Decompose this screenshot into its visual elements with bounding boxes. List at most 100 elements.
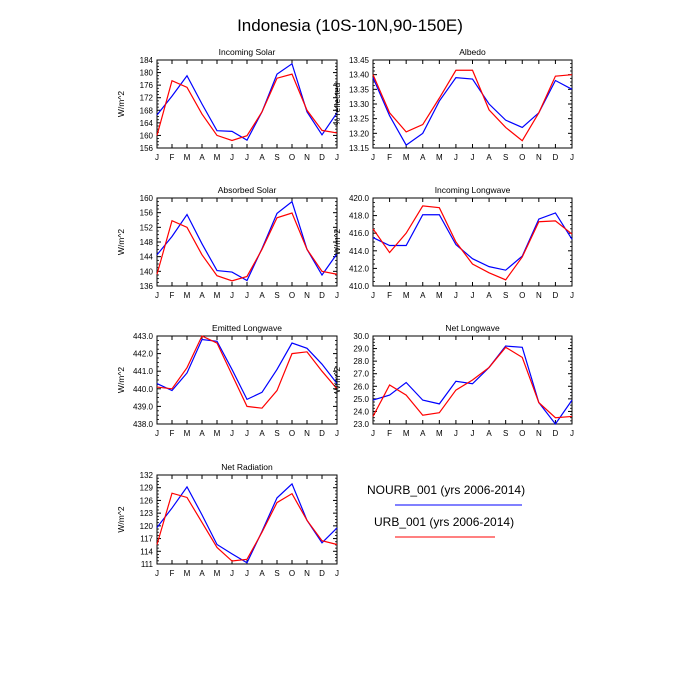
y-tick-label: 410.0 (349, 282, 370, 291)
x-tick-label: J (454, 429, 458, 438)
x-tick-label: J (454, 153, 458, 162)
y-axis-label: W/m^2 (116, 229, 126, 255)
y-tick-label: 164 (140, 119, 154, 128)
series-line-urb (372, 346, 573, 419)
series-line-nourb (372, 76, 573, 146)
x-tick-label: F (170, 291, 175, 300)
x-tick-label: S (503, 153, 508, 162)
x-tick-label: D (553, 291, 559, 300)
y-tick-label: 126 (140, 496, 154, 505)
series-line-nourb (372, 212, 573, 271)
y-tick-label: 172 (140, 94, 154, 103)
x-tick-label: D (319, 429, 325, 438)
x-tick-label: O (519, 429, 525, 438)
y-tick-label: 129 (140, 484, 154, 493)
x-tick-label: J (471, 291, 475, 300)
x-tick-label: J (335, 569, 339, 578)
x-tick-label: M (214, 153, 221, 162)
x-tick-label: N (304, 153, 310, 162)
x-tick-label: A (199, 153, 205, 162)
x-tick-label: J (371, 429, 375, 438)
x-tick-label: M (184, 569, 191, 578)
x-tick-label: D (319, 153, 325, 162)
y-tick-label: 120 (140, 522, 154, 531)
x-tick-label: M (214, 569, 221, 578)
y-tick-label: 420.0 (349, 194, 370, 203)
x-tick-label: M (184, 429, 191, 438)
x-tick-label: S (274, 153, 279, 162)
y-tick-label: 27.0 (353, 370, 369, 379)
panel-title: Net Longwave (445, 323, 500, 333)
x-tick-label: M (403, 429, 410, 438)
y-tick-label: 439.0 (133, 402, 154, 411)
x-tick-label: J (155, 429, 159, 438)
y-tick-label: 13.35 (349, 85, 370, 94)
plot-frame (372, 197, 573, 287)
y-tick-label: 152 (140, 223, 154, 232)
y-tick-label: 117 (140, 535, 153, 544)
x-tick-label: D (553, 429, 559, 438)
x-tick-label: J (245, 291, 249, 300)
x-tick-label: N (536, 153, 542, 162)
x-tick-label: J (471, 153, 475, 162)
x-tick-label: A (259, 153, 265, 162)
x-tick-label: A (199, 569, 205, 578)
y-tick-label: 24.0 (353, 407, 369, 416)
x-tick-label: A (486, 429, 492, 438)
panel-title: Emitted Longwave (212, 323, 282, 333)
panel-incoming-solar: Incoming Solar W/m^2 156 160 164 168 172 176 180… (116, 47, 339, 162)
x-tick-label: M (214, 429, 221, 438)
x-tick-label: J (570, 291, 574, 300)
x-tick-label: J (454, 291, 458, 300)
x-tick-label: A (199, 291, 205, 300)
y-tick-label: 123 (140, 509, 154, 518)
x-tick-label: F (387, 291, 392, 300)
x-tick-label: O (289, 291, 295, 300)
x-tick-label: N (536, 429, 542, 438)
y-tick-label: 443.0 (133, 332, 154, 341)
x-tick-label: J (245, 569, 249, 578)
series-line-urb (156, 335, 338, 409)
x-tick-label: J (245, 429, 249, 438)
x-tick-label: J (371, 153, 375, 162)
series-line-urb (372, 69, 573, 142)
x-tick-label: D (319, 291, 325, 300)
x-tick-label: M (436, 291, 443, 300)
y-tick-label: 13.30 (349, 100, 370, 109)
y-axis-label: W/m^2 (332, 367, 342, 393)
x-tick-label: S (503, 291, 508, 300)
x-tick-label: A (420, 429, 426, 438)
x-tick-label: J (335, 153, 339, 162)
x-tick-label: A (259, 569, 265, 578)
y-tick-label: 13.45 (349, 56, 370, 65)
panel-emitted-longwave: Emitted Longwave W/m^2 438.0 439.0 440.0 441.… (116, 323, 339, 438)
y-axis-label: W/m^2 (116, 91, 126, 117)
y-tick-label: 13.25 (349, 115, 370, 124)
x-tick-label: M (436, 153, 443, 162)
y-tick-label: 140 (140, 267, 154, 276)
x-tick-label: J (371, 291, 375, 300)
y-tick-label: 148 (140, 238, 154, 247)
legend-label-nourb: NOURB_001 (yrs 2006-2014) (367, 483, 525, 497)
panel-albedo: Albedo % reflected 13.15 13.20 13.25 13.30 13.… (332, 47, 574, 162)
x-tick-label: S (274, 569, 279, 578)
x-tick-label: M (214, 291, 221, 300)
plot-frame (156, 197, 338, 287)
panel-net-radiation: Net Radiation W/m^2 111 114 117 120 123 126 129 1… (116, 462, 339, 578)
series-line-urb (372, 205, 573, 281)
panel-incoming-longwave: Incoming Longwave W/m^2 410.0 412.0 414.0 416… (332, 185, 574, 300)
x-tick-label: F (387, 153, 392, 162)
panel-title: Absorbed Solar (218, 185, 277, 195)
series-line-urb (156, 73, 338, 142)
y-tick-label: 160 (140, 194, 154, 203)
x-tick-label: F (170, 569, 175, 578)
x-tick-label: S (274, 429, 279, 438)
y-tick-label: 29.0 (353, 345, 369, 354)
panel-title: Incoming Longwave (435, 185, 511, 195)
x-tick-label: N (304, 429, 310, 438)
y-tick-label: 132 (140, 471, 154, 480)
x-tick-label: A (420, 291, 426, 300)
legend-label-urb: URB_001 (yrs 2006-2014) (374, 515, 514, 529)
x-tick-label: O (289, 569, 295, 578)
x-tick-label: N (304, 569, 310, 578)
